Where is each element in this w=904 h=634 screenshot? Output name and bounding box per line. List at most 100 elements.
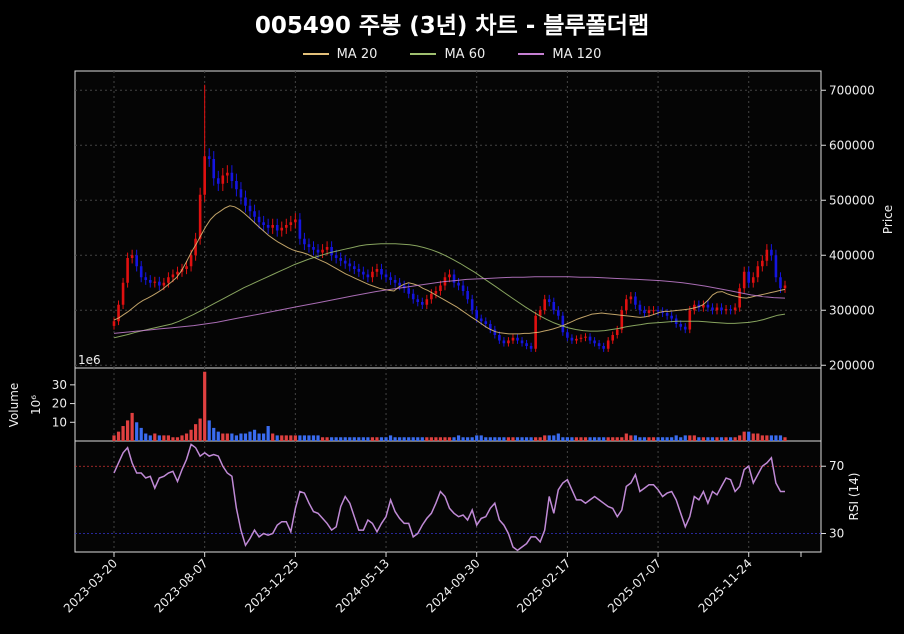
- candle-body: [366, 274, 370, 278]
- candle-body: [221, 175, 225, 184]
- volume-bar: [438, 437, 443, 441]
- volume-bar: [660, 437, 665, 441]
- candle-body: [130, 255, 134, 258]
- candle-body: [634, 296, 637, 305]
- volume-bar: [189, 429, 193, 441]
- candle-body: [298, 219, 302, 239]
- volume-bar: [579, 437, 583, 441]
- chart-title: 005490 주봉 (3년) 차트 - 블루폴더랩: [254, 13, 650, 39]
- volume-bar: [543, 435, 547, 441]
- rsi-line: [113, 443, 785, 552]
- volume-bar: [275, 435, 279, 441]
- candle-body: [783, 285, 787, 289]
- candle-body: [303, 238, 306, 245]
- volume-bar: [370, 437, 375, 441]
- volume-bar: [166, 435, 171, 441]
- price-y-tick-label: 300000: [829, 303, 875, 317]
- volume-bar: [534, 437, 538, 441]
- volume-bar: [311, 435, 316, 441]
- volume-bar: [751, 433, 755, 441]
- candle-body: [407, 288, 410, 294]
- candle-body: [266, 225, 270, 228]
- volume-bar: [221, 433, 225, 441]
- candle-body: [330, 247, 333, 256]
- volume-bar: [262, 433, 266, 441]
- volume-bar: [116, 431, 121, 441]
- volume-bar: [280, 435, 284, 441]
- candle-body: [588, 336, 592, 341]
- candle-body: [606, 340, 610, 349]
- candle-body: [498, 335, 501, 341]
- candle-body: [489, 324, 492, 330]
- candle-body: [434, 291, 438, 294]
- volume-bar: [266, 426, 270, 441]
- candle-body: [502, 340, 506, 344]
- volume-bar: [407, 437, 411, 441]
- candle-body: [416, 299, 420, 302]
- volume-bar: [502, 437, 506, 441]
- legend: MA 20 MA 60 MA 120: [0, 40, 904, 62]
- candle-body: [557, 310, 560, 316]
- volume-bar: [239, 433, 243, 441]
- candle-body: [552, 302, 556, 311]
- candle-body: [665, 313, 669, 316]
- candle-body: [162, 282, 166, 286]
- volume-bar: [624, 433, 628, 441]
- candle-body: [475, 310, 479, 319]
- volume-bar: [506, 437, 511, 441]
- volume-bar: [443, 437, 447, 441]
- volume-bar: [248, 431, 252, 441]
- candle-body: [153, 281, 157, 283]
- volume-bar: [379, 437, 384, 441]
- volume-bar: [688, 435, 692, 441]
- volume-axis-label: Volume: [7, 383, 21, 428]
- volume-bar: [565, 437, 569, 441]
- price-y-tick-label: 400000: [829, 248, 875, 262]
- candle-body: [761, 260, 764, 267]
- volume-y-tick-label: 20: [52, 397, 67, 411]
- volume-bar: [665, 437, 669, 441]
- volume-bar: [316, 435, 320, 441]
- volume-bar: [529, 437, 533, 441]
- volume-bar: [175, 437, 180, 441]
- volume-bar: [592, 437, 597, 441]
- candle-body: [507, 340, 510, 344]
- candle-body: [158, 281, 161, 286]
- candle-body: [493, 329, 497, 335]
- candle-body: [715, 307, 719, 311]
- candle-body: [235, 181, 238, 190]
- volume-bar: [162, 435, 166, 441]
- volume-bar: [447, 437, 452, 441]
- candle-body: [398, 282, 401, 286]
- rsi-y-tick-label: 30: [829, 527, 844, 541]
- candle-body: [248, 205, 252, 212]
- candle-body: [257, 216, 261, 223]
- legend-item-ma20: MA 20: [302, 47, 377, 62]
- volume-bar: [456, 435, 461, 441]
- volume-bar: [384, 437, 388, 441]
- price-y-tick-label: 500000: [829, 193, 875, 207]
- volume-bar: [184, 433, 189, 441]
- volume-bar: [348, 437, 352, 441]
- candle-body: [216, 178, 220, 184]
- legend-swatch-ma120: [518, 53, 545, 55]
- volume-bar: [302, 435, 307, 441]
- volume-unit-label: 10⁶: [29, 395, 43, 415]
- volume-bar: [574, 437, 579, 441]
- volume-bar: [157, 435, 161, 441]
- candle-body: [189, 255, 193, 267]
- x-tick-label: 2023-03-20: [61, 556, 120, 615]
- volume-bar: [493, 437, 497, 441]
- volume-bar: [203, 371, 207, 441]
- candle-body: [779, 277, 782, 289]
- candle-body: [176, 271, 179, 275]
- volume-y-tick-label: 30: [52, 378, 67, 392]
- candle-body: [117, 304, 120, 322]
- x-tick-label: 2025-07-07: [605, 556, 664, 615]
- candle-body: [339, 258, 342, 261]
- candle-body: [629, 296, 633, 300]
- legend-swatch-ma20: [302, 53, 329, 55]
- volume-bar: [783, 437, 787, 441]
- legend-item-ma60: MA 60: [410, 47, 485, 62]
- volume-bar: [724, 437, 728, 441]
